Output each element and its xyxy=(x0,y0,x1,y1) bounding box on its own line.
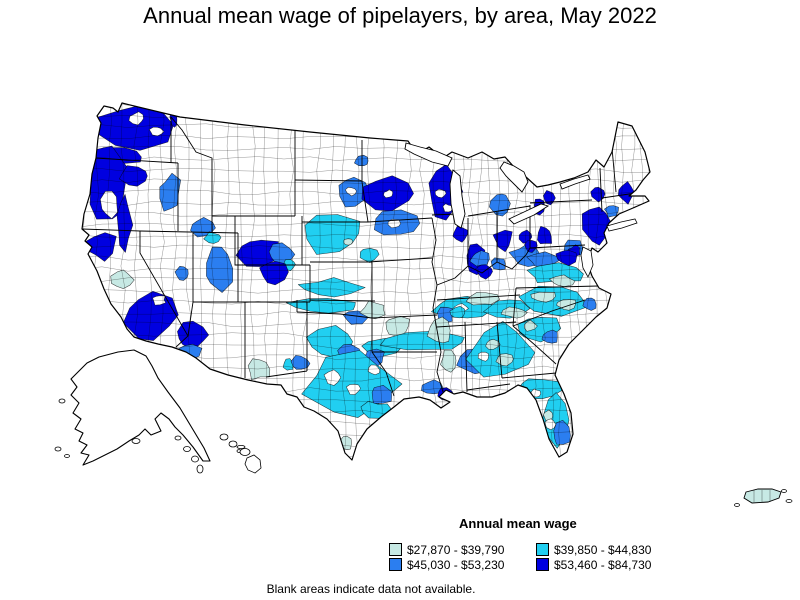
wage-area xyxy=(387,219,401,229)
map-title: Annual mean wage of pipelayers, by area,… xyxy=(143,3,657,28)
wage-area xyxy=(383,189,393,199)
legend-label: $53,460 - $84,730 xyxy=(554,557,652,572)
wage-area xyxy=(490,257,506,271)
wage-area xyxy=(149,126,165,137)
legend-swatch xyxy=(536,543,549,556)
great-lakes xyxy=(404,142,591,229)
wage-area xyxy=(489,193,511,217)
state-borders xyxy=(82,116,637,397)
wage-area xyxy=(582,297,597,311)
wage-area xyxy=(123,290,179,341)
legend-item: $39,850 - $44,830 xyxy=(536,542,652,557)
wage-area xyxy=(524,240,538,253)
legend-item: $45,030 - $53,230 xyxy=(389,557,536,572)
wage-area xyxy=(371,385,392,404)
hawaii-big-island xyxy=(244,454,262,474)
wage-area xyxy=(177,320,209,351)
wage-area xyxy=(259,261,289,286)
wage-area xyxy=(152,295,167,306)
wage-area xyxy=(159,172,181,212)
wage-area xyxy=(343,238,354,246)
wage-area xyxy=(465,292,500,306)
legend: $27,870 - $39,790 $39,850 - $44,830 $45,03… xyxy=(389,542,652,572)
legend-item: $53,460 - $84,730 xyxy=(536,557,652,572)
wage-area xyxy=(530,291,556,303)
wage-area xyxy=(354,154,369,166)
wage-area xyxy=(434,188,447,199)
wage-area xyxy=(555,249,577,267)
wage-area xyxy=(342,310,369,325)
legend-label: $45,030 - $53,230 xyxy=(407,557,505,572)
wage-area xyxy=(323,369,342,386)
wage-area xyxy=(421,379,444,395)
wage-area xyxy=(492,229,513,253)
legend-label: $39,850 - $44,830 xyxy=(554,542,652,557)
wage-area xyxy=(100,190,118,219)
wage-area xyxy=(524,319,538,332)
wage-area xyxy=(282,358,294,371)
legend-swatch xyxy=(536,558,549,571)
wage-area xyxy=(206,246,233,293)
wage-area xyxy=(297,277,366,298)
wage-area xyxy=(203,231,222,244)
wage-area xyxy=(452,226,468,243)
wage-area xyxy=(485,338,501,350)
wage-area xyxy=(477,351,489,362)
wage-area xyxy=(174,266,189,281)
legend-swatch xyxy=(389,543,402,556)
wage-area xyxy=(543,190,556,206)
wage-area xyxy=(116,194,134,253)
delmarva xyxy=(580,246,594,278)
wage-area xyxy=(346,383,361,395)
puerto-rico xyxy=(743,488,782,504)
long-island xyxy=(606,218,638,232)
alaska xyxy=(70,349,211,466)
wage-area xyxy=(581,206,612,246)
wage-area xyxy=(359,248,380,263)
wage-area xyxy=(426,316,451,344)
wage-area xyxy=(549,274,576,287)
islands xyxy=(54,218,793,507)
legend-swatch xyxy=(389,558,402,571)
wage-area xyxy=(128,111,144,126)
legend-title: Annual mean wage xyxy=(459,516,577,531)
wage-area xyxy=(367,364,381,376)
wage-area xyxy=(119,165,148,187)
wage-area xyxy=(604,205,619,218)
legend-label: $27,870 - $39,790 xyxy=(407,542,505,557)
wage-area xyxy=(618,181,635,205)
wage-area xyxy=(110,269,135,289)
wage-area xyxy=(290,355,311,370)
wage-area xyxy=(544,418,557,431)
wage-area xyxy=(345,186,357,197)
wage-area xyxy=(440,349,457,373)
footnote: Blank areas indicate data not available. xyxy=(266,582,476,596)
map-areas xyxy=(82,103,650,459)
wage-area xyxy=(553,420,571,445)
wage-area xyxy=(541,329,558,344)
wage-area xyxy=(449,305,466,319)
wage-area xyxy=(442,203,454,213)
wage-area xyxy=(465,321,536,378)
conus-outline xyxy=(81,102,651,461)
wage-area xyxy=(247,358,271,381)
wage-area xyxy=(537,226,552,244)
legend-item: $27,870 - $39,790 xyxy=(389,542,536,557)
